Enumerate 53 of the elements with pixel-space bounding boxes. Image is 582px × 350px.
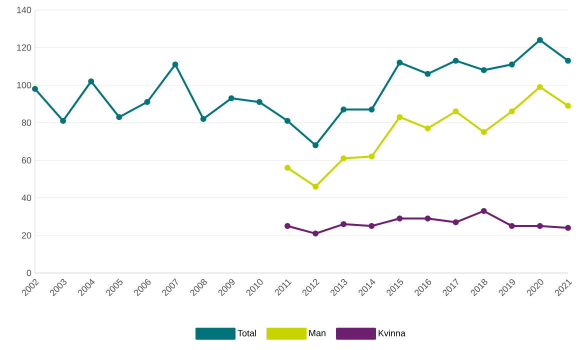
- point: [368, 223, 375, 230]
- point: [536, 37, 543, 44]
- point: [452, 219, 459, 226]
- point: [340, 155, 347, 162]
- point: [564, 102, 571, 109]
- y-tick-label: 80: [22, 120, 32, 126]
- point: [340, 106, 347, 113]
- point: [284, 164, 290, 171]
- point: [508, 61, 515, 68]
- point: [312, 230, 319, 237]
- point: [60, 118, 66, 124]
- point: [116, 114, 122, 120]
- point: [396, 60, 403, 66]
- point: [480, 129, 487, 136]
- point: [200, 116, 206, 122]
- legend-label: Total: [238, 330, 256, 336]
- point: [312, 184, 319, 190]
- point: [536, 84, 543, 90]
- y-tick-label: 100: [17, 82, 32, 88]
- y-tick-label: 0: [26, 270, 32, 276]
- y-tick-label: 20: [22, 232, 32, 239]
- point: [396, 114, 403, 120]
- point: [88, 78, 94, 84]
- y-tick-label: 140: [17, 6, 32, 14]
- point: [368, 106, 375, 113]
- point: [256, 99, 262, 106]
- point: [424, 70, 431, 77]
- y-tick-label: 120: [17, 44, 32, 51]
- y-tick-label: 60: [22, 157, 32, 164]
- point: [340, 221, 347, 228]
- point: [480, 208, 487, 214]
- point: [452, 108, 459, 114]
- point: [284, 223, 290, 230]
- point: [32, 86, 38, 92]
- point: [508, 108, 515, 114]
- legend-label: Kvinna: [378, 330, 406, 336]
- point: [452, 58, 459, 64]
- point: [396, 216, 403, 222]
- point: [144, 99, 150, 106]
- y-tick-label: 40: [22, 194, 32, 202]
- point: [424, 216, 431, 222]
- point: [424, 125, 431, 132]
- point: [480, 67, 487, 74]
- point: [172, 61, 178, 68]
- point: [228, 95, 234, 102]
- legend-label: Man: [309, 330, 326, 336]
- point: [536, 223, 543, 230]
- point: [508, 223, 515, 230]
- point: [284, 118, 290, 124]
- point: [368, 154, 375, 160]
- point: [312, 142, 319, 148]
- point: [564, 224, 571, 231]
- point: [564, 58, 571, 64]
